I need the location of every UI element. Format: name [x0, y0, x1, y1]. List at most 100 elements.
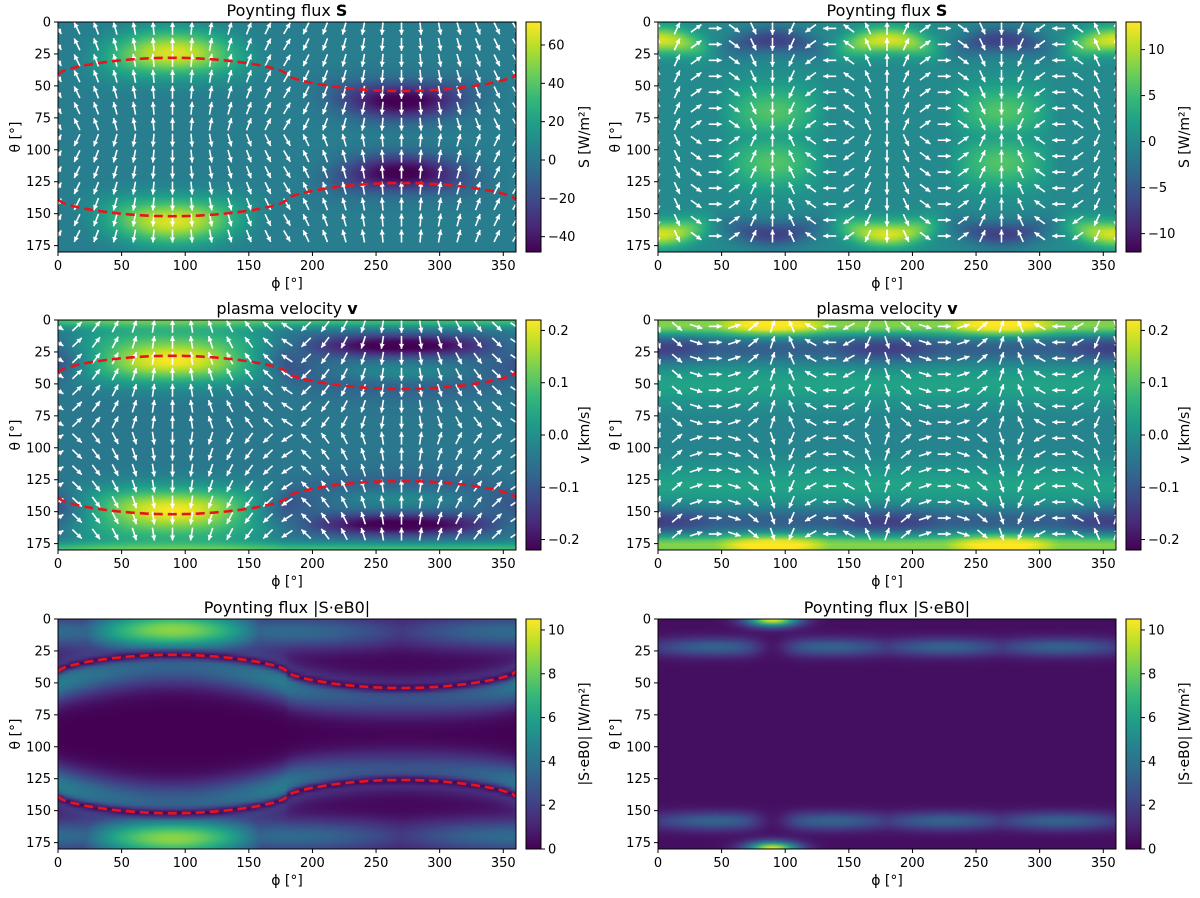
- quiver-arrow: [112, 37, 118, 51]
- quiver-arrow: [436, 319, 443, 333]
- quiver-arrow: [1093, 447, 1101, 461]
- quiver-arrow: [112, 213, 118, 227]
- quiver-arrow: [300, 321, 312, 332]
- quiver-arrow: [398, 69, 405, 83]
- quiver-arrow: [671, 417, 683, 427]
- quiver-arrow: [864, 38, 872, 51]
- quiver-arrow: [823, 169, 837, 175]
- quiver-arrow: [151, 367, 157, 381]
- quiver-arrow: [302, 86, 310, 99]
- quiver-arrow: [804, 231, 817, 241]
- y-tick-label: 75: [34, 409, 51, 424]
- quiver-arrow: [998, 21, 1005, 35]
- quiver-arrow: [302, 38, 310, 51]
- quiver-arrow: [360, 53, 366, 67]
- quiver-arrow: [1071, 402, 1084, 411]
- quiver-arrow: [689, 403, 703, 410]
- quiver-arrow: [1093, 352, 1101, 365]
- quiver-arrow: [169, 21, 176, 35]
- quiver-arrow: [976, 385, 988, 396]
- quiver-arrow: [283, 150, 291, 163]
- quiver-arrow: [976, 321, 988, 332]
- quiver-arrow: [708, 185, 722, 191]
- quiver-arrow: [884, 431, 890, 445]
- quiver-arrow: [283, 86, 291, 99]
- quiver-arrow: [73, 213, 81, 227]
- quiver-arrow: [398, 415, 405, 429]
- quiver-arrow: [73, 38, 81, 51]
- quiver-arrow: [208, 133, 214, 147]
- quiver-arrow: [474, 165, 481, 179]
- quiver-arrow: [769, 117, 776, 131]
- quiver-arrow: [262, 512, 274, 524]
- quiver-arrow: [727, 515, 741, 521]
- quiver-arrow: [978, 197, 986, 211]
- quiver-arrow: [207, 399, 214, 413]
- quiver-arrow: [900, 417, 912, 427]
- quiver-arrow: [976, 529, 988, 539]
- quiver-arrow: [379, 53, 385, 67]
- quiver-arrow: [957, 103, 970, 113]
- quiver-arrow: [91, 512, 101, 524]
- quiver-arrow: [727, 531, 741, 537]
- quiver-arrow: [749, 86, 757, 99]
- quiver-arrow: [379, 149, 385, 163]
- quiver-arrow: [491, 417, 503, 428]
- quiver-arrow: [340, 432, 348, 445]
- quiver-arrow: [302, 213, 310, 227]
- quiver-arrow: [804, 119, 817, 129]
- quiver-arrow: [302, 22, 310, 35]
- quiver-arrow: [112, 133, 118, 147]
- quiver-arrow: [189, 69, 195, 83]
- quiver-arrow: [728, 215, 741, 225]
- quiver-arrow: [804, 199, 817, 209]
- quiver-arrow: [436, 463, 443, 477]
- quiver-arrow: [418, 415, 424, 429]
- quiver-arrow: [823, 515, 837, 521]
- boundary-line-south: [57, 778, 517, 815]
- quiver-arrow: [843, 151, 855, 161]
- quiver-arrow: [474, 101, 481, 115]
- quiver-arrow: [1093, 511, 1101, 525]
- quiver-arrow: [749, 133, 757, 147]
- quiver-arrow: [418, 383, 424, 397]
- quiver-arrow: [131, 213, 137, 227]
- quiver-arrow: [379, 101, 385, 115]
- quiver-arrow: [1072, 215, 1084, 225]
- quiver-arrow: [1072, 119, 1084, 129]
- quiver-arrow: [998, 117, 1005, 131]
- quiver-arrow: [360, 117, 366, 131]
- x-tick-label: 150: [836, 557, 861, 572]
- quiver-arrow: [131, 165, 137, 179]
- quiver-arrow: [708, 57, 722, 63]
- quiver-arrow: [749, 70, 757, 83]
- quiver-arrow: [360, 335, 367, 349]
- quiver-arrow: [320, 368, 330, 381]
- x-tick-label: 50: [713, 557, 730, 572]
- quiver-arrow: [788, 336, 795, 349]
- quiver-arrow: [919, 87, 931, 97]
- quiver-arrow: [884, 133, 890, 147]
- quiver-arrow: [673, 117, 681, 131]
- quiver-arrow: [71, 449, 83, 460]
- quiver-arrow: [491, 353, 503, 364]
- quiver-arrow: [150, 181, 156, 195]
- quiver-arrow: [998, 53, 1005, 67]
- quiver-arrow: [937, 483, 951, 489]
- quiver-arrow: [150, 229, 156, 243]
- quiver-arrow: [418, 229, 424, 243]
- quiver-arrow: [1052, 387, 1066, 393]
- quiver-arrow: [690, 167, 702, 177]
- quiver-arrow: [1017, 399, 1024, 413]
- quiver-arrow: [281, 481, 293, 491]
- quiver-arrow: [455, 511, 463, 525]
- y-tick-label: 125: [626, 473, 651, 488]
- quiver-arrow: [788, 352, 795, 365]
- x-tick-label: 250: [364, 856, 389, 871]
- quiver-arrow: [1071, 482, 1084, 490]
- y-tick-label: 150: [26, 505, 51, 520]
- quiver-arrow: [436, 351, 443, 365]
- quiver-arrow: [884, 511, 890, 525]
- quiver-arrow: [93, 53, 100, 67]
- quiver-arrow: [937, 185, 951, 191]
